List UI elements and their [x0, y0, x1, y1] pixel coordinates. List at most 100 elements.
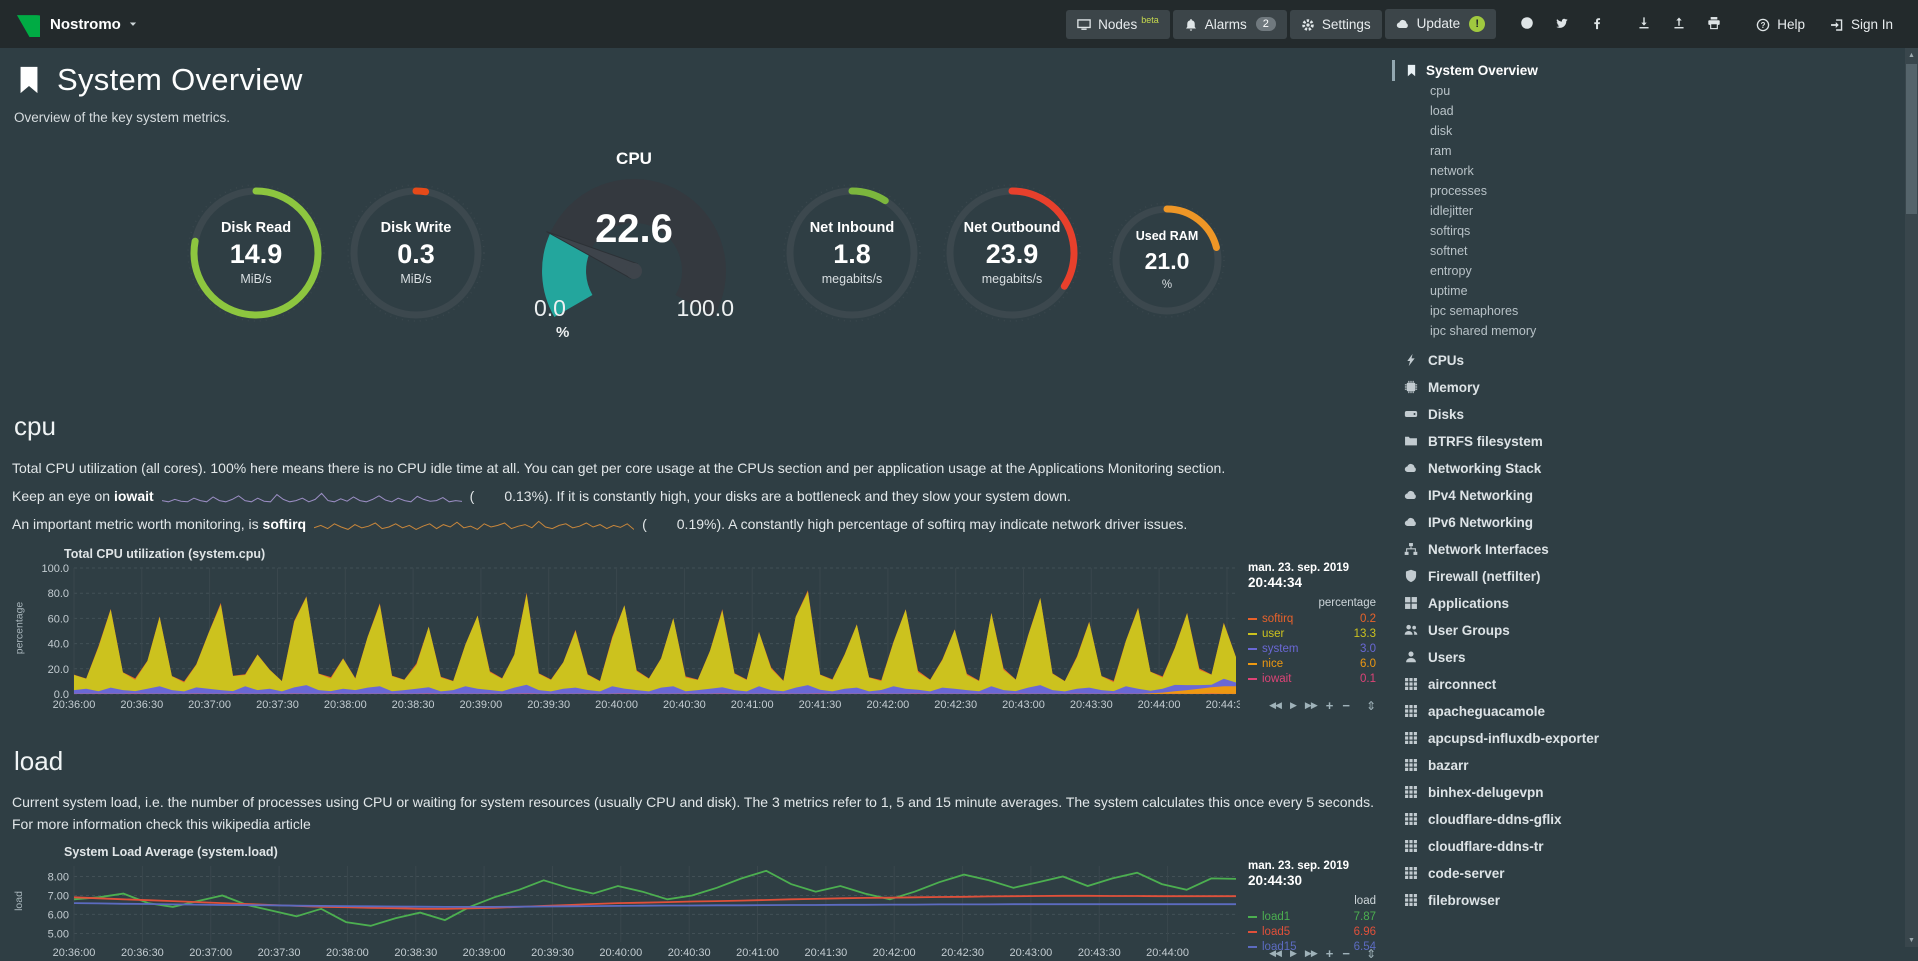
scrollbar-thumb[interactable] — [1906, 64, 1917, 214]
help-button[interactable]: ? Help — [1745, 10, 1816, 39]
sidebar-item-binhex-delugevpn[interactable]: binhex-delugevpn — [1404, 779, 1901, 806]
main-content: System Overview Overview of the key syst… — [0, 48, 1392, 947]
sidebar-subitem-softirqs[interactable]: softirqs — [1404, 221, 1901, 241]
update-button[interactable]: Update ! — [1385, 9, 1497, 39]
signin-button[interactable]: Sign In — [1819, 10, 1904, 39]
sidebar-subitem-disk[interactable]: disk — [1404, 121, 1901, 141]
svg-text:20:41:30: 20:41:30 — [804, 947, 847, 959]
gauge-cpu[interactable]: CPU 22.6 0.0 100.0 % — [496, 149, 772, 341]
scroll-down-arrow[interactable]: ▼ — [1905, 933, 1918, 947]
shield-icon — [1404, 569, 1419, 583]
scroll-up-arrow[interactable]: ▲ — [1905, 48, 1918, 62]
gauge-disk-write[interactable]: Disk Write 0.3 MiB/s — [336, 183, 496, 323]
gauge-net-inbound[interactable]: Net Inbound 1.8 megabits/s — [772, 183, 932, 323]
pan-backward-icon[interactable]: ◀◀ — [1269, 948, 1281, 959]
zoom-out-icon[interactable]: − — [1342, 698, 1350, 713]
sidebar-subitem-idlejitter[interactable]: idlejitter — [1404, 201, 1901, 221]
sidebar-subitem-ipc-semaphores[interactable]: ipc semaphores — [1404, 301, 1901, 321]
resize-handle-icon[interactable]: ⇕ — [1366, 699, 1376, 713]
sidebar-item-network-interfaces[interactable]: Network Interfaces — [1404, 536, 1901, 563]
gauge-title: Net Inbound — [810, 220, 895, 236]
gauge-used-ram[interactable]: Used RAM 21.0 % — [1092, 201, 1242, 319]
zoom-in-icon[interactable]: + — [1326, 698, 1334, 713]
sidebar-item-cloudflare-ddns-gflix[interactable]: cloudflare-ddns-gflix — [1404, 806, 1901, 833]
sidebar-item-filebrowser[interactable]: filebrowser — [1404, 887, 1901, 914]
sidebar-item-bazarr[interactable]: bazarr — [1404, 752, 1901, 779]
sidebar-item-system-overview[interactable]: System Overview — [1392, 60, 1901, 81]
pan-forward-icon[interactable]: ▶▶ — [1305, 948, 1317, 959]
facebook-button[interactable] — [1581, 8, 1613, 40]
play-icon[interactable]: ▶ — [1290, 948, 1296, 959]
sidebar-item-networking-stack[interactable]: Networking Stack — [1404, 455, 1901, 482]
sidebar-subitem-ipc-shared-memory[interactable]: ipc shared memory — [1404, 321, 1901, 341]
gauge-title: Net Outbound — [964, 220, 1061, 236]
sidebar-subitem-cpu[interactable]: cpu — [1404, 81, 1901, 101]
svg-text:20:42:00: 20:42:00 — [873, 947, 916, 959]
sidebar-item-user-groups[interactable]: User Groups — [1404, 617, 1901, 644]
print-button[interactable] — [1698, 8, 1730, 40]
github-button[interactable] — [1511, 8, 1543, 40]
import-button[interactable] — [1663, 8, 1695, 40]
sidebar-subitem-network[interactable]: network — [1404, 161, 1901, 181]
pan-forward-icon[interactable]: ▶▶ — [1305, 700, 1317, 711]
sidebar-subitem-softnet[interactable]: softnet — [1404, 241, 1901, 261]
sidebar-item-firewall-netfilter-[interactable]: Firewall (netfilter) — [1404, 563, 1901, 590]
update-label: Update — [1417, 16, 1461, 31]
gauge-disk-read[interactable]: Disk Read 14.9 MiB/s — [176, 183, 336, 323]
svg-text:20:36:30: 20:36:30 — [121, 947, 164, 959]
nodes-button[interactable]: Nodes beta — [1066, 10, 1170, 39]
sidebar-item-apcupsd-influxdb-exporter[interactable]: apcupsd-influxdb-exporter — [1404, 725, 1901, 752]
sidebar-subitem-load[interactable]: load — [1404, 101, 1901, 121]
sidebar-item-ipv4-networking[interactable]: IPv4 Networking — [1404, 482, 1901, 509]
gauge-unit: MiB/s — [240, 272, 271, 286]
pan-backward-icon[interactable]: ◀◀ — [1269, 700, 1281, 711]
svg-text:20:44:00: 20:44:00 — [1138, 699, 1181, 711]
upload-icon — [1672, 16, 1686, 30]
gauge-net-outbound[interactable]: Net Outbound 23.9 megabits/s — [932, 183, 1092, 323]
sidebar-subitem-ram[interactable]: ram — [1404, 141, 1901, 161]
alarms-button[interactable]: Alarms 2 — [1173, 10, 1287, 39]
sidebar-item-users[interactable]: Users — [1404, 644, 1901, 671]
sidebar-subitem-uptime[interactable]: uptime — [1404, 281, 1901, 301]
sidebar-item-apacheguacamole[interactable]: apacheguacamole — [1404, 698, 1901, 725]
settings-button[interactable]: Settings — [1290, 10, 1382, 39]
brand[interactable]: Nostromo — [14, 11, 138, 37]
sidebar-item-cpus[interactable]: CPUs — [1404, 347, 1901, 374]
sidebar-item-memory[interactable]: Memory — [1404, 374, 1901, 401]
signin-icon — [1830, 18, 1844, 32]
sidebar-item-code-server[interactable]: code-server — [1404, 860, 1901, 887]
zoom-out-icon[interactable]: − — [1342, 946, 1350, 961]
sidebar-item-btrfs-filesystem[interactable]: BTRFS filesystem — [1404, 428, 1901, 455]
sidebar-item-disks[interactable]: Disks — [1404, 401, 1901, 428]
sidebar-item-label: apacheguacamole — [1428, 698, 1545, 725]
sidebar-item-cloudflare-ddns-tr[interactable]: cloudflare-ddns-tr — [1404, 833, 1901, 860]
gauge-unit: megabits/s — [822, 272, 882, 286]
sidebar-item-label: Networking Stack — [1428, 455, 1541, 482]
sidebar-item-ipv6-networking[interactable]: IPv6 Networking — [1404, 509, 1901, 536]
sidebar-item-applications[interactable]: Applications — [1404, 590, 1901, 617]
resize-handle-icon[interactable]: ⇕ — [1366, 947, 1376, 961]
wikipedia-link[interactable]: wikipedia article — [212, 816, 311, 832]
sidebar-subitem-processes[interactable]: processes — [1404, 181, 1901, 201]
zoom-in-icon[interactable]: + — [1326, 946, 1334, 961]
twitter-button[interactable] — [1546, 8, 1578, 40]
grid-icon — [1404, 704, 1419, 718]
play-icon[interactable]: ▶ — [1290, 700, 1296, 711]
export-button[interactable] — [1628, 8, 1660, 40]
sidebar-item-airconnect[interactable]: airconnect — [1404, 671, 1901, 698]
page-scrollbar[interactable]: ▲ ▼ — [1905, 48, 1918, 947]
hostname[interactable]: Nostromo — [50, 16, 121, 33]
sidebar-subitem-entropy[interactable]: entropy — [1404, 261, 1901, 281]
chevron-down-icon[interactable] — [128, 19, 138, 29]
svg-text:20:41:00: 20:41:00 — [731, 699, 774, 711]
